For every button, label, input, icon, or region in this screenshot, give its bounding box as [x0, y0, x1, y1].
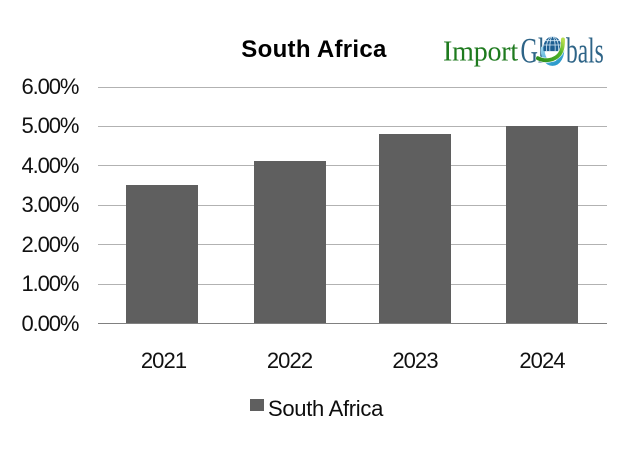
- svg-text:Import: Import: [443, 36, 518, 67]
- svg-text:Gl: Gl: [521, 31, 545, 71]
- svg-text:bals: bals: [566, 31, 604, 71]
